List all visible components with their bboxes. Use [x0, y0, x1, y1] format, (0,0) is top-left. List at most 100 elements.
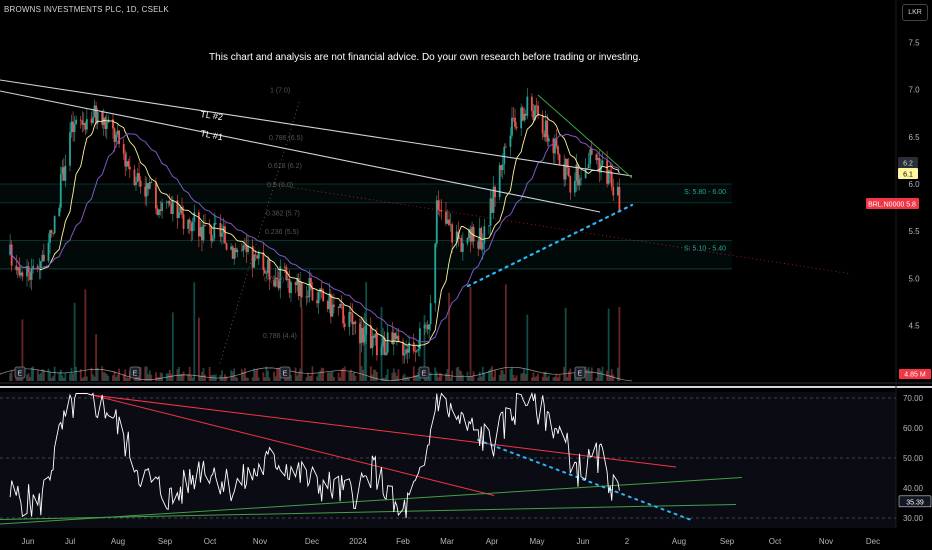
candle-body[interactable] [546, 120, 549, 142]
candle-body[interactable] [296, 278, 299, 286]
candle-body[interactable] [191, 221, 194, 232]
rsi-line[interactable] [9, 391, 620, 519]
candle-body[interactable] [72, 121, 74, 133]
candle-body[interactable] [481, 243, 484, 250]
candle-body[interactable] [251, 245, 254, 268]
candle-body[interactable] [224, 226, 226, 244]
candle-body[interactable] [438, 209, 441, 211]
price-badge[interactable] [898, 157, 918, 168]
candle-body[interactable] [503, 146, 506, 165]
candle-body[interactable] [299, 281, 302, 297]
support-dotted-line[interactable] [466, 203, 634, 288]
event-marker[interactable] [279, 366, 291, 379]
candle-body[interactable] [566, 158, 569, 168]
candle-body[interactable] [403, 353, 406, 356]
candle-body[interactable] [547, 138, 550, 142]
candle-body[interactable] [211, 238, 214, 241]
candle-body[interactable] [328, 293, 331, 310]
candle-body[interactable] [343, 323, 346, 327]
candle-body[interactable] [616, 186, 619, 196]
candle-body[interactable] [612, 186, 615, 196]
candle-body[interactable] [494, 186, 496, 198]
candle-body[interactable] [116, 130, 119, 135]
candle-body[interactable] [288, 278, 291, 293]
candle-body[interactable] [374, 333, 377, 338]
candle-body[interactable] [575, 164, 578, 181]
candle-body[interactable] [449, 224, 452, 226]
candle-body[interactable] [306, 296, 309, 298]
candle-body[interactable] [101, 112, 104, 125]
candle-body[interactable] [415, 350, 418, 352]
event-marker[interactable] [129, 366, 141, 379]
candle-body[interactable] [371, 335, 374, 349]
candle-body[interactable] [26, 266, 28, 277]
candle-body[interactable] [287, 278, 289, 280]
candle-body[interactable] [43, 254, 45, 261]
candle-body[interactable] [331, 304, 334, 317]
candle-body[interactable] [365, 325, 368, 335]
candle-body[interactable] [569, 176, 572, 193]
candle-body[interactable] [36, 265, 39, 269]
candle-body[interactable] [15, 265, 18, 271]
candle-body[interactable] [39, 261, 42, 269]
candle-body[interactable] [607, 170, 610, 184]
candle-body[interactable] [113, 128, 116, 142]
candle-body[interactable] [587, 163, 590, 169]
candle-body[interactable] [187, 219, 190, 229]
candle-body[interactable] [102, 117, 105, 125]
candle-body[interactable] [231, 246, 234, 259]
candle-body[interactable] [159, 209, 162, 212]
candle-body[interactable] [193, 212, 196, 222]
candle-body[interactable] [492, 186, 495, 213]
candle-body[interactable] [544, 120, 547, 138]
candle-body[interactable] [127, 161, 130, 167]
candle-body[interactable] [135, 182, 137, 186]
candle-body[interactable] [391, 332, 394, 345]
candle-body[interactable] [210, 226, 213, 241]
candle-body[interactable] [208, 225, 211, 227]
candle-body[interactable] [564, 158, 567, 180]
candle-body[interactable] [557, 146, 559, 155]
candle-body[interactable] [426, 325, 429, 330]
rsi-red-trendline-2[interactable] [91, 394, 677, 468]
candle-body[interactable] [158, 209, 160, 216]
candle-body[interactable] [311, 288, 314, 301]
candle-body[interactable] [434, 243, 437, 304]
candle-body[interactable] [440, 210, 443, 212]
candle-body[interactable] [62, 167, 65, 181]
candle-body[interactable] [285, 267, 288, 280]
candle-body[interactable] [105, 122, 108, 129]
candle-body[interactable] [274, 277, 277, 287]
candle-body[interactable] [133, 169, 136, 186]
candle-body[interactable] [204, 225, 206, 226]
candle-body[interactable] [85, 119, 88, 130]
candle-body[interactable] [408, 342, 411, 353]
candle-body[interactable] [188, 219, 191, 224]
candle-body[interactable] [219, 223, 222, 237]
candle-body[interactable] [294, 282, 297, 286]
candle-body[interactable] [32, 265, 35, 268]
candle-body[interactable] [578, 179, 581, 186]
candle-body[interactable] [329, 293, 332, 317]
candle-body[interactable] [477, 241, 480, 249]
candle-body[interactable] [610, 171, 613, 187]
candle-body[interactable] [532, 110, 535, 120]
candle-body[interactable] [590, 149, 593, 155]
candle-body[interactable] [405, 349, 407, 354]
candle-body[interactable] [376, 333, 378, 356]
candle-body[interactable] [567, 167, 570, 177]
candle-body[interactable] [455, 231, 458, 243]
candle-body[interactable] [468, 229, 470, 238]
candle-body[interactable] [262, 252, 265, 271]
candle-body[interactable] [535, 105, 538, 107]
candle-body[interactable] [256, 255, 259, 259]
candle-body[interactable] [61, 167, 64, 175]
candle-body[interactable] [178, 212, 180, 218]
candle-body[interactable] [337, 306, 340, 308]
candle-body[interactable] [240, 249, 243, 251]
candle-body[interactable] [488, 225, 490, 227]
rsi-red-trendline-1[interactable] [91, 394, 495, 496]
candle-body[interactable] [320, 288, 323, 291]
candle-body[interactable] [342, 305, 345, 324]
